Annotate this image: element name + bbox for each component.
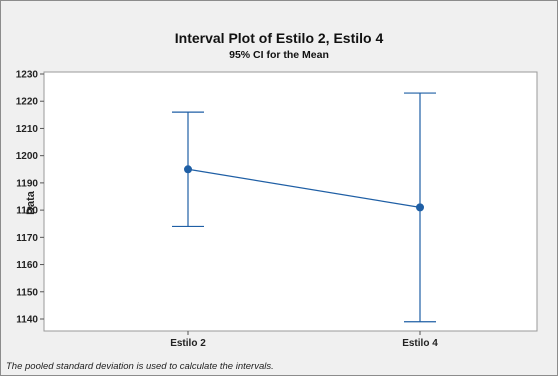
interval-marks <box>172 92 436 323</box>
x-tick-label: Estilo 2 <box>170 338 206 349</box>
y-tick-label: 1150 <box>16 287 38 298</box>
mean-connect-line <box>187 168 421 208</box>
mean-point <box>416 203 424 212</box>
y-tick-label: 1170 <box>16 233 38 244</box>
y-tick-label: 1220 <box>16 97 39 108</box>
mean-point <box>184 165 192 174</box>
chart-title: Interval Plot of Estilo 2, Estilo 4 <box>175 30 384 46</box>
footnote: The pooled standard deviation is used to… <box>6 361 274 372</box>
y-tick-label: 1210 <box>16 124 39 135</box>
y-tick-label: 1200 <box>16 151 39 162</box>
y-tick-label: 1140 <box>16 315 38 326</box>
chart-subtitle: 95% CI for the Mean <box>229 49 329 61</box>
y-axis: 1140 1150 1160 1170 1180 1190 1200 1210 1220 1230 <box>16 70 44 326</box>
y-tick-label: 1180 <box>16 206 38 217</box>
y-axis-label: Data <box>25 190 37 215</box>
y-tick-label: 1190 <box>16 178 38 189</box>
plot-area <box>43 71 538 332</box>
y-tick-label: 1160 <box>16 260 38 271</box>
y-tick-label: 1230 <box>16 70 39 81</box>
x-axis: Estilo 2 Estilo 4 <box>170 331 438 349</box>
x-tick-label: Estilo 4 <box>402 338 438 349</box>
